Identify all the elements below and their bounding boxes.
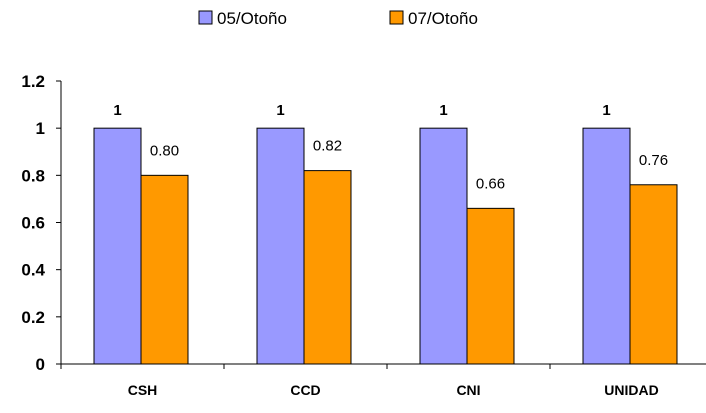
bar-05/Otoño-CCD: [256, 127, 305, 365]
data-label: 0.76: [639, 152, 668, 169]
bar-07/Otoño-CSH: [140, 174, 189, 365]
bar-05/Otoño-CNI: [419, 127, 468, 365]
y-tick-label: 1: [36, 119, 45, 138]
y-tick-label: 0.2: [21, 308, 45, 327]
bar-05/Otoño-UNIDAD: [582, 127, 631, 365]
data-label: 0.82: [313, 138, 342, 155]
bar-05/Otoño-CSH: [93, 127, 142, 365]
y-tick-label: 1.2: [21, 72, 45, 91]
data-label: 1: [439, 102, 447, 119]
legend-swatch-1: [198, 10, 213, 25]
data-label: 1: [602, 102, 610, 119]
y-tick-label: 0.4: [21, 261, 45, 280]
bar-07/Otoño-CNI: [466, 207, 515, 365]
data-label: 1: [113, 102, 121, 119]
legend-swatch-2: [389, 10, 404, 25]
y-tick-label: 0.8: [21, 166, 45, 185]
data-label: 0.66: [476, 175, 505, 192]
data-label: 0.80: [150, 142, 179, 159]
y-tick-label: 0: [36, 355, 45, 374]
bar-07/Otoño-UNIDAD: [629, 184, 678, 365]
x-tick-label: UNIDAD: [604, 382, 658, 398]
y-tick-label: 0.6: [21, 214, 45, 233]
legend-label: 07/Otoño: [408, 9, 478, 28]
bar-07/Otoño-CCD: [303, 170, 352, 365]
x-tick-label: CSH: [128, 382, 158, 398]
x-tick-label: CCD: [290, 382, 320, 398]
legend-label: 05/Otoño: [217, 9, 287, 28]
data-label: 1: [276, 102, 284, 119]
x-tick-label: CNI: [456, 382, 480, 398]
